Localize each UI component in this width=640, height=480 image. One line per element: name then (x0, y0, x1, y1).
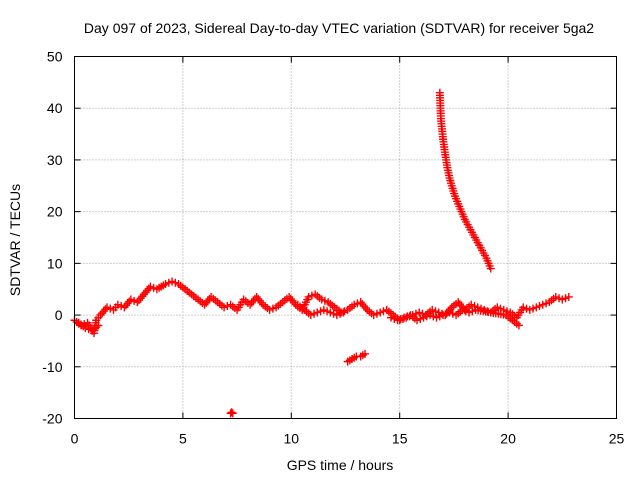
x-tick-label: 25 (609, 431, 625, 447)
x-tick-label: 15 (392, 431, 408, 447)
data-point (514, 321, 523, 330)
y-tick-label: -10 (42, 359, 62, 375)
series-track-main (70, 277, 573, 338)
axis-ticks: 0 5 10 15 20 25 -20 -10 0 10 20 30 40 50 (42, 49, 624, 447)
data-point (361, 349, 370, 358)
data-point (486, 264, 495, 273)
series-track-outlier (226, 408, 237, 418)
y-tick-label: -20 (42, 411, 62, 427)
x-axis-title: GPS time / hours (287, 457, 394, 473)
data-point (339, 308, 348, 317)
data-point (227, 408, 236, 417)
plot-frame (74, 56, 617, 419)
series-track-dip (343, 349, 370, 366)
data-point (257, 298, 266, 307)
series-track-lower (74, 300, 523, 335)
y-tick-label: 0 (55, 307, 63, 323)
data-point (564, 292, 573, 301)
data-points (70, 88, 573, 418)
y-tick-label: 20 (47, 204, 63, 220)
x-tick-label: 20 (500, 431, 516, 447)
y-tick-label: 40 (47, 100, 63, 116)
series-track-rising (435, 88, 495, 273)
y-axis-title: SDTVAR / TECUs (7, 184, 23, 296)
x-tick-label: 10 (284, 431, 300, 447)
data-point (228, 409, 237, 418)
data-point (94, 321, 103, 330)
data-point (361, 303, 370, 312)
x-tick-label: 5 (179, 431, 187, 447)
chart-title: Day 097 of 2023, Sidereal Day-to-day VTE… (84, 20, 594, 36)
y-tick-label: 10 (47, 255, 63, 271)
y-tick-label: 30 (47, 152, 63, 168)
grid-lines (74, 56, 617, 419)
x-tick-label: 0 (71, 431, 79, 447)
data-point (290, 298, 299, 307)
y-tick-label: 50 (47, 49, 63, 65)
